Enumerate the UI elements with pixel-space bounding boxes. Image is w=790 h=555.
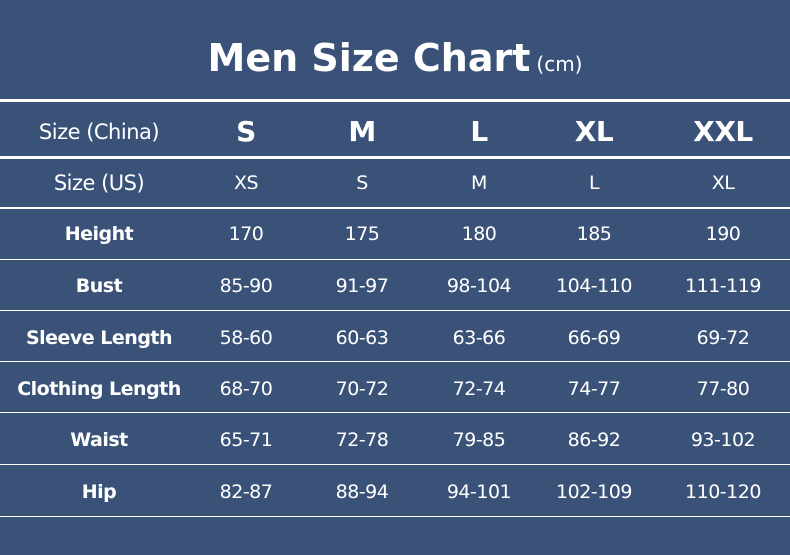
table-row: Waist 65-71 72-78 79-85 86-92 93-102	[0, 415, 790, 465]
header-cell: XL	[574, 115, 614, 148]
table-cell: 72-74	[452, 378, 506, 400]
header-cell: L	[470, 115, 488, 148]
table-row: Sleeve Length 58-60 60-63 63-66 66-69 69-72	[0, 313, 790, 363]
table-cell: 60-63	[335, 327, 389, 349]
table-cell: 72-78	[335, 429, 389, 451]
row-label: Waist	[70, 429, 128, 451]
table-cell: 175	[344, 223, 380, 245]
divider	[0, 207, 790, 209]
table-cell: 82-87	[219, 481, 273, 503]
table-cell: 63-66	[452, 327, 506, 349]
divider	[0, 361, 790, 362]
divider	[0, 464, 790, 465]
chart-title: Men Size Chart	[207, 36, 531, 80]
row-label: Bust	[75, 275, 123, 297]
table-row: Clothing Length 68-70 70-72 72-74 74-77 77-80	[0, 364, 790, 414]
table-cell: 86-92	[567, 429, 621, 451]
table-cell: S	[356, 172, 368, 194]
row-label: Clothing Length	[17, 378, 181, 400]
table-cell: 74-77	[567, 378, 621, 400]
divider	[0, 516, 790, 517]
table-cell: 66-69	[567, 327, 621, 349]
table-row: Bust 85-90 91-97 98-104 104-110 111-119	[0, 261, 790, 311]
table-cell: 91-97	[335, 275, 389, 297]
table-row: Size (US) XS S M L XL	[0, 158, 790, 208]
row-label: Hip	[81, 481, 117, 503]
table-row: Height 170 175 180 185 190	[0, 209, 790, 259]
row-label: Size (US)	[53, 171, 145, 195]
table-cell: 110-120	[685, 481, 761, 503]
table-cell: L	[588, 172, 600, 194]
table-cell: 70-72	[335, 378, 389, 400]
header-cell: XXL	[693, 115, 753, 148]
table-cell: XS	[233, 172, 259, 194]
divider	[0, 156, 790, 159]
table-cell: 69-72	[696, 327, 750, 349]
divider	[0, 259, 790, 260]
header-cell: S	[236, 115, 256, 148]
table-cell: 104-110	[556, 275, 632, 297]
page-title: Men Size Chart (cm)	[0, 36, 790, 80]
table-cell: 102-109	[556, 481, 632, 503]
table-row: Hip 82-87 88-94 94-101 102-109 110-120	[0, 467, 790, 517]
header-cell: Size (China)	[38, 120, 160, 144]
table-cell: 93-102	[690, 429, 756, 451]
divider	[0, 310, 790, 311]
table-cell: XL	[711, 172, 735, 194]
table-cell: 111-119	[685, 275, 761, 297]
table-cell: 190	[705, 223, 741, 245]
table-cell: 58-60	[219, 327, 273, 349]
header-cell: M	[348, 115, 376, 148]
unit-label: (cm)	[536, 52, 583, 76]
table-cell: 170	[228, 223, 264, 245]
table-cell: 180	[461, 223, 497, 245]
table-cell: 65-71	[219, 429, 273, 451]
table-cell: 85-90	[219, 275, 273, 297]
row-label: Sleeve Length	[25, 327, 173, 349]
row-label: Height	[64, 223, 134, 245]
table-cell: 88-94	[335, 481, 389, 503]
table-cell: 185	[576, 223, 612, 245]
table-cell: 79-85	[452, 429, 506, 451]
divider	[0, 99, 790, 102]
header-row: Size (China) S M L XL XXL	[0, 107, 790, 157]
table-cell: 98-104	[446, 275, 512, 297]
table-cell: 77-80	[696, 378, 750, 400]
table-cell: 68-70	[219, 378, 273, 400]
divider	[0, 412, 790, 413]
table-cell: M	[471, 172, 487, 194]
table-cell: 94-101	[446, 481, 512, 503]
